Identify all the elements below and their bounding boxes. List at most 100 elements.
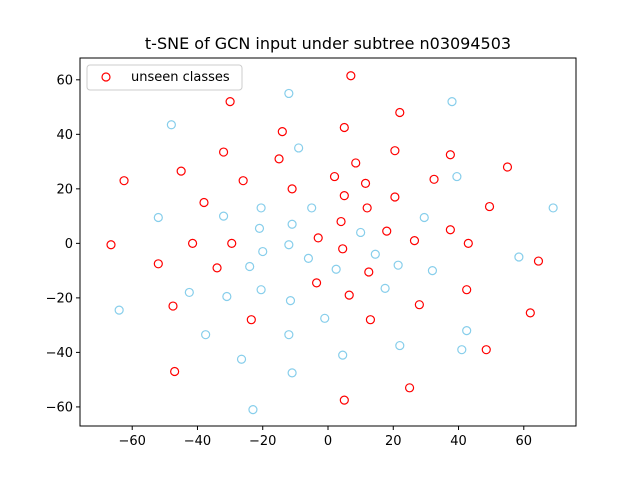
x-tick-label: −40 — [184, 434, 211, 449]
point-seen-classes — [245, 261, 255, 272]
point-unseen-classes — [395, 107, 405, 118]
chart-title: t-SNE of GCN input under subtree n030945… — [145, 34, 511, 53]
point-seen-classes — [256, 285, 266, 295]
point-seen-classes — [248, 405, 258, 415]
point-seen-classes — [356, 227, 366, 238]
point-seen-classes — [457, 345, 467, 355]
point-seen-classes — [201, 330, 211, 340]
y-tick-label: 60 — [56, 73, 73, 88]
point-unseen-classes — [382, 226, 392, 236]
point-seen-classes — [287, 219, 297, 229]
point-unseen-classes — [364, 267, 374, 277]
point-seen-classes — [166, 120, 176, 130]
y-axis: −60 −40 −20 0 20 40 60 — [46, 73, 80, 415]
point-unseen-classes — [212, 263, 222, 273]
point-unseen-classes — [360, 178, 371, 188]
point-unseen-classes — [329, 171, 340, 182]
point-unseen-classes — [218, 147, 229, 157]
point-unseen-classes — [484, 201, 495, 212]
x-tick-label: 60 — [516, 434, 533, 449]
point-seen-classes — [395, 340, 405, 351]
point-unseen-classes — [414, 300, 424, 310]
point-unseen-classes — [390, 146, 400, 156]
point-unseen-classes — [119, 176, 129, 186]
point-unseen-classes — [168, 301, 178, 311]
point-seen-classes — [303, 253, 314, 263]
y-tick-label: −60 — [46, 400, 73, 415]
y-tick-label: −20 — [46, 291, 73, 306]
point-unseen-classes — [365, 315, 376, 325]
point-unseen-classes — [390, 192, 400, 202]
point-seen-classes — [236, 354, 247, 364]
x-tick-label: −20 — [249, 434, 276, 449]
x-tick-label: 20 — [385, 434, 402, 449]
point-seen-classes — [258, 246, 268, 257]
point-unseen-classes — [339, 395, 349, 405]
point-unseen-classes — [153, 259, 163, 269]
point-unseen-classes — [246, 315, 256, 325]
point-unseen-classes — [225, 97, 235, 107]
point-unseen-classes — [277, 127, 287, 137]
point-seen-classes — [370, 249, 380, 259]
point-unseen-classes — [344, 290, 354, 300]
point-unseen-classes — [339, 191, 349, 201]
point-seen-classes — [320, 313, 330, 323]
point-seen-classes — [184, 287, 194, 298]
point-unseen-classes — [445, 225, 455, 235]
point-seen-classes — [514, 252, 524, 262]
point-unseen-classes — [409, 236, 420, 246]
point-seen-classes — [452, 171, 462, 182]
point-seen-classes — [294, 143, 304, 153]
point-seen-classes — [462, 325, 472, 336]
point-unseen-classes — [336, 216, 346, 227]
point-unseen-classes — [533, 256, 544, 266]
point-seen-classes — [419, 212, 429, 223]
point-unseen-classes — [238, 176, 248, 186]
point-unseen-classes — [199, 197, 209, 208]
x-tick-label: −60 — [118, 434, 145, 449]
point-seen-classes — [548, 203, 558, 213]
y-tick-label: 20 — [56, 182, 73, 197]
point-seen-classes — [287, 368, 297, 378]
point-unseen-classes — [187, 238, 198, 248]
point-seen-classes — [284, 330, 294, 340]
point-unseen-classes — [502, 162, 513, 172]
point-seen-classes — [284, 88, 294, 99]
point-unseen-classes — [463, 238, 473, 248]
point-seen-classes — [256, 203, 266, 213]
point-seen-classes — [218, 211, 229, 221]
point-seen-classes — [153, 212, 163, 223]
point-seen-classes — [393, 260, 403, 270]
point-seen-classes — [222, 291, 232, 302]
point-seen-classes — [338, 350, 348, 360]
point-unseen-classes — [338, 244, 348, 254]
legend: unseen classes — [86, 64, 243, 91]
point-unseen-classes — [313, 233, 323, 243]
point-unseen-classes — [404, 383, 415, 393]
point-unseen-classes — [170, 366, 180, 377]
point-unseen-classes — [481, 345, 491, 355]
legend-label-unseen: unseen classes — [131, 70, 230, 85]
point-unseen-classes — [227, 238, 237, 248]
point-seen-classes — [447, 97, 457, 107]
point-unseen-classes — [362, 203, 372, 213]
point-unseen-classes — [274, 154, 284, 164]
point-seen-classes — [307, 203, 317, 213]
point-seen-classes — [114, 305, 124, 315]
y-tick-label: 0 — [65, 237, 73, 252]
point-unseen-classes — [346, 71, 356, 81]
point-seen-classes — [254, 223, 265, 233]
x-axis: −60 −40 −20 0 20 40 60 — [118, 426, 532, 449]
point-seen-classes — [380, 283, 390, 293]
point-seen-classes — [427, 266, 438, 276]
point-unseen-classes — [339, 122, 349, 133]
point-unseen-classes — [462, 285, 472, 295]
point-unseen-classes — [445, 150, 455, 160]
point-seen-classes — [284, 240, 294, 250]
legend-box — [86, 64, 243, 91]
y-tick-label: 40 — [56, 128, 73, 143]
point-unseen-classes — [287, 184, 297, 194]
x-tick-label: 40 — [450, 434, 467, 449]
point-seen-classes — [331, 264, 341, 274]
